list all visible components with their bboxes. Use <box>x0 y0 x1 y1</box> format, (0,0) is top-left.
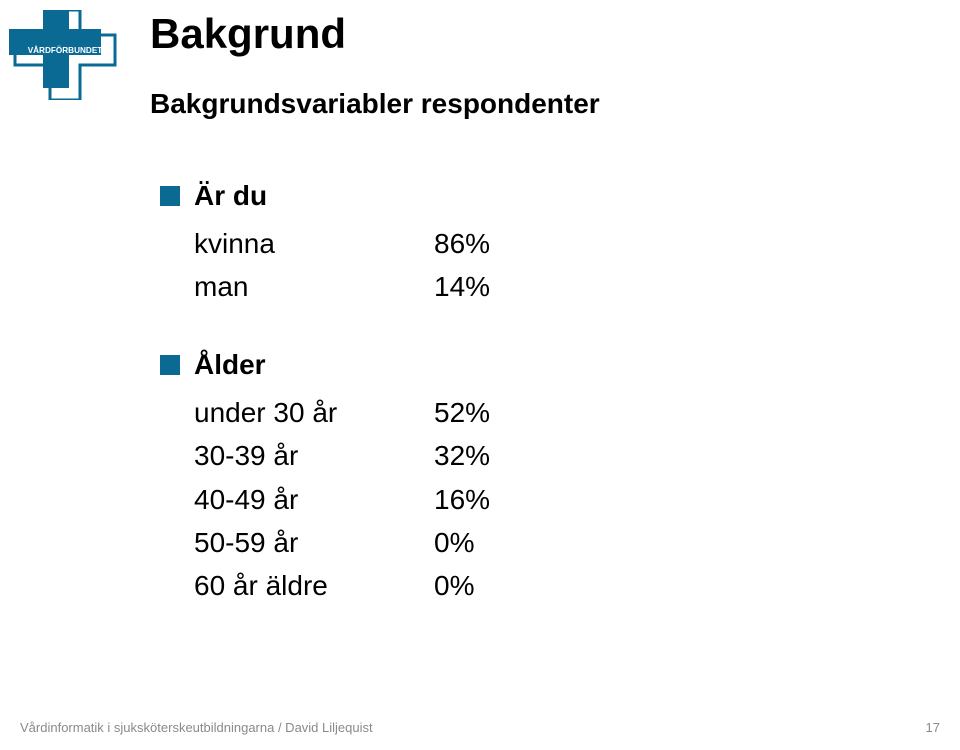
brand-text: VÅRDFÖRBUNDET <box>28 45 103 55</box>
row-value: 86% <box>434 222 554 265</box>
footer: Vårdinformatik i sjuksköterskeutbildning… <box>20 720 940 735</box>
footer-left: Vårdinformatik i sjuksköterskeutbildning… <box>20 720 373 735</box>
row-value: 14% <box>434 265 554 308</box>
square-bullet-icon <box>160 186 180 206</box>
page-title: Bakgrund <box>150 10 900 58</box>
list-item: man 14% <box>194 265 900 308</box>
row-value: 32% <box>434 434 554 477</box>
row-value: 0% <box>434 521 554 564</box>
row-value: 52% <box>434 391 554 434</box>
row-label: kvinna <box>194 222 434 265</box>
section-heading: Ålder <box>194 349 266 381</box>
row-label: under 30 år <box>194 391 434 434</box>
row-label: 30-39 år <box>194 434 434 477</box>
section-head: Ålder <box>160 349 900 381</box>
list-item: 50-59 år 0% <box>194 521 900 564</box>
page-number: 17 <box>926 720 940 735</box>
list-item: 30-39 år 32% <box>194 434 900 477</box>
list-item: under 30 år 52% <box>194 391 900 434</box>
row-label: man <box>194 265 434 308</box>
slide-content: Bakgrund Bakgrundsvariabler respondenter… <box>150 10 900 648</box>
page-subtitle: Bakgrundsvariabler respondenter <box>150 88 900 120</box>
section-heading: Är du <box>194 180 267 212</box>
brand-logo: VÅRDFÖRBUNDET <box>5 10 125 100</box>
row-value: 0% <box>434 564 554 607</box>
list-item: 60 år äldre 0% <box>194 564 900 607</box>
row-label: 60 år äldre <box>194 564 434 607</box>
list-item: kvinna 86% <box>194 222 900 265</box>
square-bullet-icon <box>160 355 180 375</box>
section-age: Ålder under 30 år 52% 30-39 år 32% 40-49… <box>160 349 900 608</box>
section-gender: Är du kvinna 86% man 14% <box>160 180 900 309</box>
section-head: Är du <box>160 180 900 212</box>
list-item: 40-49 år 16% <box>194 478 900 521</box>
row-label: 50-59 år <box>194 521 434 564</box>
row-label: 40-49 år <box>194 478 434 521</box>
row-value: 16% <box>434 478 554 521</box>
